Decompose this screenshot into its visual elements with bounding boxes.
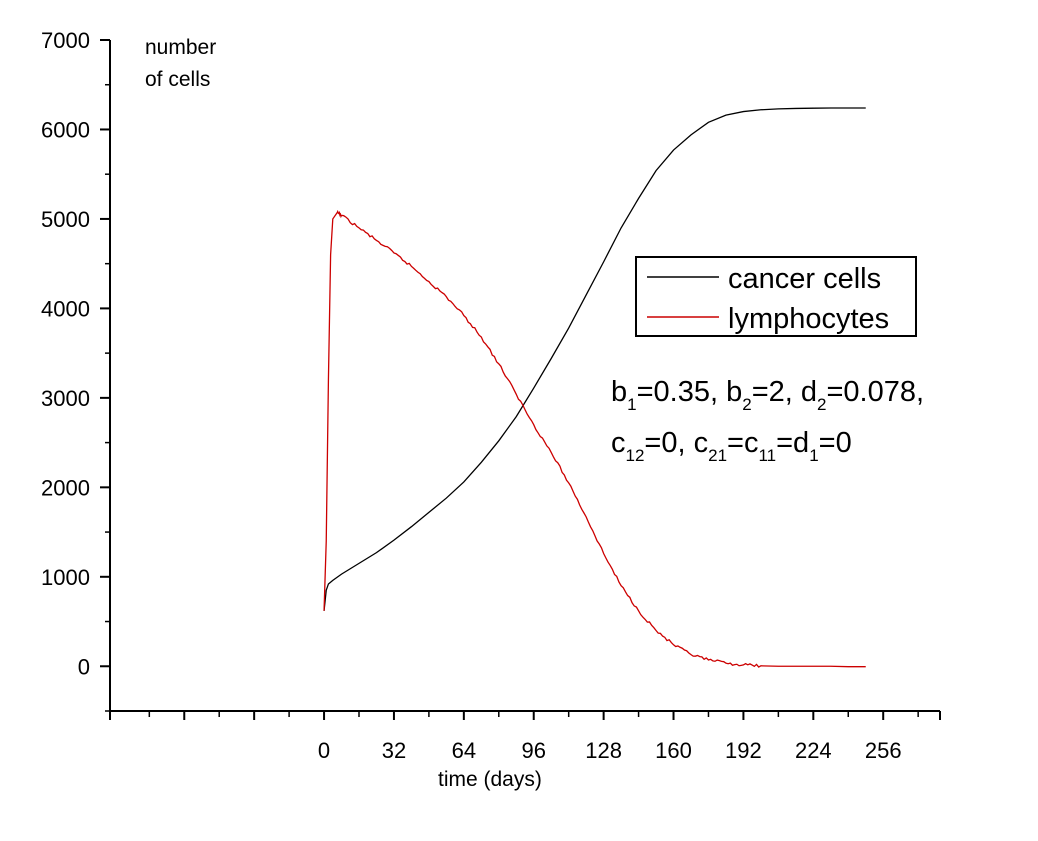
y-axis-label: number of cells	[145, 32, 216, 96]
x-tick-label: 32	[382, 738, 406, 763]
legend-label: lymphocytes	[728, 303, 889, 335]
y-tick-label: 3000	[41, 386, 90, 411]
param-subscript: 2	[742, 395, 752, 414]
y-tick-label: 2000	[41, 475, 90, 500]
legend-box	[635, 256, 917, 337]
y-tick-label: 5000	[41, 207, 90, 232]
y-tick-label: 6000	[41, 117, 90, 142]
parameter-annotation: b1=0.35, b2=2, d2=0.078, c12=0, c21=c11=…	[611, 376, 925, 465]
param-text: =d	[776, 427, 810, 459]
x-tick-label: 256	[865, 738, 902, 763]
param-text: =2, d	[751, 376, 818, 408]
x-tick-label: 0	[318, 738, 330, 763]
parameter-line-2: c12=0, c21=c11=d1=0	[611, 427, 924, 465]
param-text: c	[611, 427, 626, 459]
series-line-cancer-cells	[323, 107, 866, 611]
x-axis-label: time (days)	[438, 768, 542, 791]
y-tick-label: 0	[78, 654, 90, 679]
legend-label: cancer cells	[728, 263, 881, 295]
param-text: =0.078,	[826, 376, 925, 408]
param-subscript: 1	[627, 395, 637, 414]
y-axis-label-line-1: number	[145, 36, 217, 59]
y-tick-label: 1000	[41, 565, 90, 590]
param-text: b	[611, 376, 628, 408]
y-tick-label: 4000	[41, 296, 90, 321]
x-tick-label: 160	[655, 738, 692, 763]
param-subscript: 1	[809, 446, 819, 465]
y-tick-label: 7000	[41, 28, 90, 53]
param-text: =0.35, b	[636, 376, 743, 408]
x-tick-label: 64	[452, 738, 476, 763]
param-text: =c	[727, 427, 759, 459]
parameter-line-1: b1=0.35, b2=2, d2=0.078,	[611, 376, 925, 414]
param-subscript: 11	[758, 446, 777, 465]
x-tick-label: 192	[725, 738, 762, 763]
param-subscript: 12	[625, 446, 645, 465]
param-text: =0	[818, 427, 852, 459]
param-text: =0, c	[644, 427, 709, 459]
y-axis-label-line-2: of cells	[145, 68, 211, 91]
x-tick-label: 224	[795, 738, 832, 763]
param-subscript: 21	[708, 446, 728, 465]
x-tick-label: 96	[521, 738, 545, 763]
axes: 0 1000 2000 3000 4000 5000 6000 7000 0 32 64 96 128 1…	[41, 28, 941, 763]
param-subscript: 2	[817, 395, 827, 414]
series-group	[323, 107, 866, 668]
series-line-lymphocytes	[323, 209, 866, 668]
legend: cancer cells lymphocytes	[635, 256, 917, 337]
x-tick-label: 128	[585, 738, 622, 763]
